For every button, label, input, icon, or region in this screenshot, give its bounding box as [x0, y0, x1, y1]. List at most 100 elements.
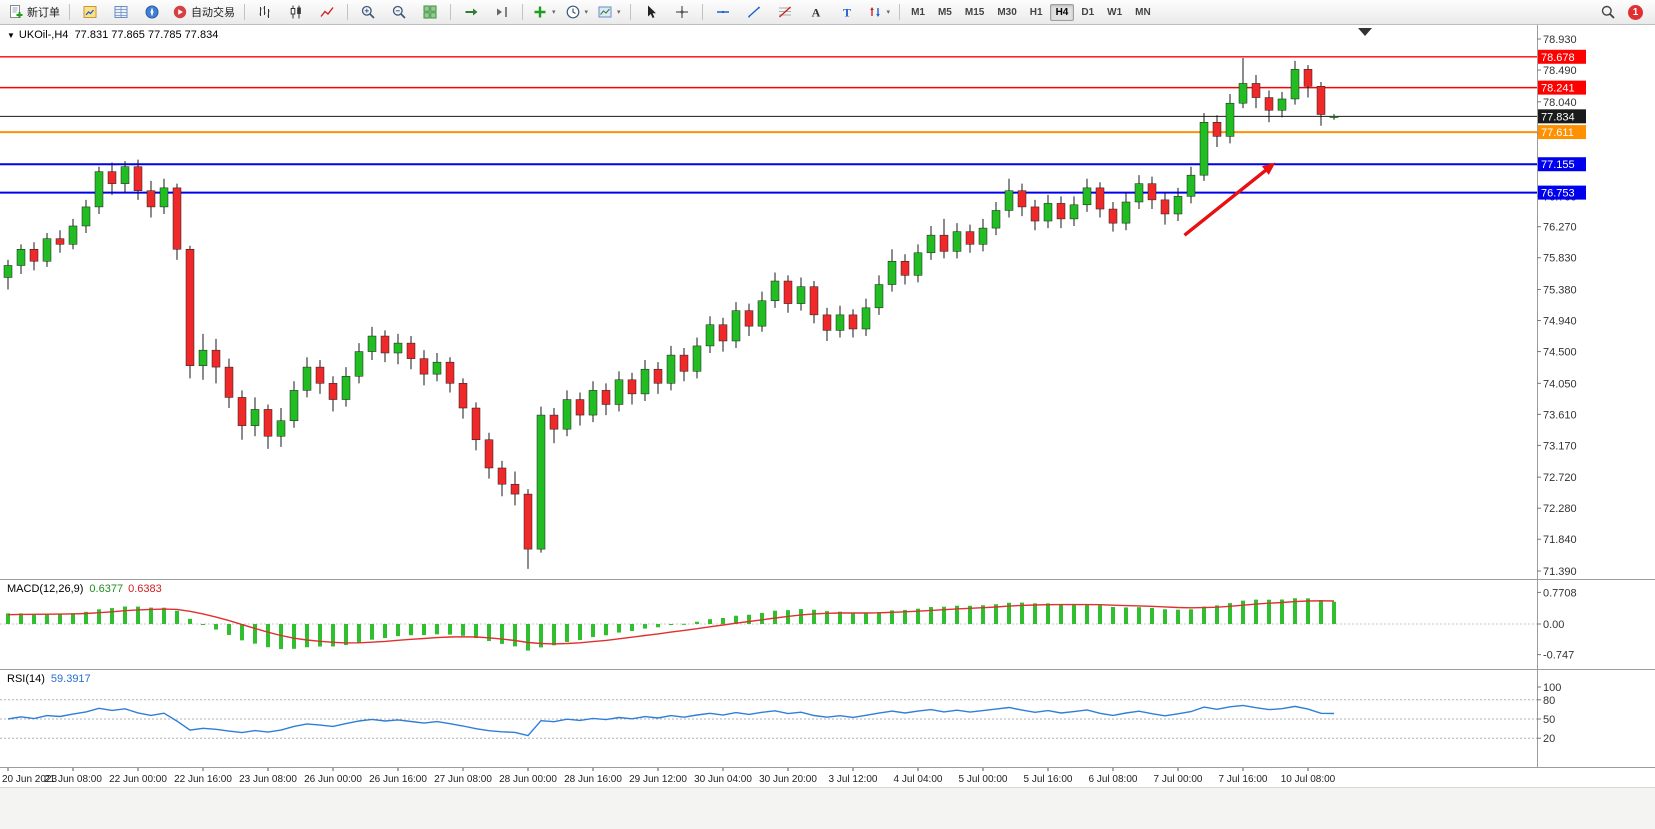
candlestick-mode-button[interactable]	[281, 1, 311, 23]
svg-text:-0.747: -0.747	[1543, 650, 1574, 662]
chart-shift-marker[interactable]	[1358, 28, 1372, 36]
crosshair-tool-button[interactable]	[667, 1, 697, 23]
chart-shift-icon	[497, 7, 507, 17]
timeframe-button-h4[interactable]: H4	[1049, 3, 1075, 21]
time-axis-label: 7 Jul 00:00	[1154, 774, 1203, 785]
fibonacci-tool-button[interactable]	[770, 1, 800, 23]
svg-text:78.241: 78.241	[1541, 83, 1575, 95]
svg-text:74.500: 74.500	[1543, 347, 1577, 359]
new-order-icon	[10, 5, 23, 18]
time-axis-label: 30 Jun 20:00	[759, 774, 817, 785]
macd-signal-value: 0.6383	[128, 583, 162, 595]
time-axis-label: 28 Jun 16:00	[564, 774, 622, 785]
svg-text:75.830: 75.830	[1543, 253, 1577, 265]
text-tool-button[interactable]: A	[801, 1, 831, 23]
rsi-panel[interactable]: 100 80 50 20	[0, 669, 1655, 768]
new-order-button[interactable]: 新订单	[4, 1, 64, 23]
rsi-levels	[0, 699, 1537, 739]
dropdown-caret-icon: ▾	[886, 9, 891, 16]
time-axis-label: 22 Jun 16:00	[174, 774, 232, 785]
macd-header: MACD(12,26,9) 0.6377 0.6383	[7, 583, 162, 595]
rsi-value: 59.3917	[50, 673, 91, 685]
notification-badge[interactable]: 1	[1628, 4, 1643, 20]
new-order-label: 新订单	[27, 7, 60, 19]
separator	[69, 4, 70, 20]
separator	[701, 4, 703, 20]
horizontal-line-tool-button[interactable]	[708, 1, 738, 23]
timeframe-button-mn[interactable]: MN	[1135, 6, 1151, 18]
market-watch-button[interactable]	[75, 1, 105, 23]
svg-text:0.00: 0.00	[1543, 619, 1564, 631]
search-button[interactable]	[1593, 1, 1623, 23]
main-chart-panel[interactable]: 78.93078.49078.04077.59077.14076.70076.2…	[0, 25, 1655, 579]
macd-axis[interactable]: 0.7708 0.00 -0.747	[1537, 587, 1577, 662]
label-tool-button[interactable]: T	[832, 1, 862, 23]
tile-windows-button[interactable]	[415, 1, 445, 23]
timeframe-button-m30[interactable]: M30	[997, 6, 1017, 18]
data-window-button[interactable]	[106, 1, 136, 23]
navigator-button[interactable]	[137, 1, 167, 23]
chart-window: ▼ UKOil-,H4 77.831 77.865 77.785 77.834 M…	[0, 25, 1655, 829]
svg-text:76.753: 76.753	[1541, 188, 1575, 200]
separator	[522, 4, 523, 20]
trendline-tool-button[interactable]	[739, 1, 769, 23]
timeframe-button-m5[interactable]: M5	[937, 6, 952, 18]
market-watch-icon	[83, 6, 97, 18]
time-axis-label: 23 Jun 08:00	[239, 774, 297, 785]
svg-text:50: 50	[1543, 714, 1555, 726]
periods-button[interactable]: ▾	[561, 1, 593, 23]
timeframe-button-m15[interactable]: M15	[964, 6, 985, 18]
time-axis-label: 5 Jul 16:00	[1024, 774, 1073, 785]
line-chart-mode-button[interactable]	[312, 1, 342, 23]
zoom-out-button[interactable]	[384, 1, 414, 23]
horizontal-lines[interactable]	[0, 56, 1537, 194]
svg-text:76.270: 76.270	[1543, 222, 1577, 234]
symbol-dropdown-icon[interactable]: ▼	[7, 31, 15, 40]
search-icon	[1601, 5, 1615, 19]
navigator-icon	[145, 5, 159, 19]
macd-canvas[interactable]: 0.7708 0.00 -0.747	[0, 580, 1655, 670]
macd-signal-line	[7, 600, 1335, 645]
zoom-in-button[interactable]	[353, 1, 383, 23]
trend-arrow-annotation[interactable]	[1183, 162, 1276, 237]
svg-text:74.050: 74.050	[1543, 378, 1577, 390]
chart-shift-button[interactable]	[487, 1, 517, 23]
time-axis-label: 7 Jul 16:00	[1219, 774, 1268, 785]
svg-text:74.940: 74.940	[1543, 316, 1577, 328]
text-tool-icon: A	[811, 6, 820, 20]
timeframe-button-h1[interactable]: H1	[1029, 6, 1043, 18]
timeframe-button-d1[interactable]: D1	[1081, 6, 1095, 18]
svg-text:72.280: 72.280	[1543, 503, 1577, 515]
candlesticks	[3, 58, 1339, 569]
auto-trading-button[interactable]: 自动交易	[168, 1, 239, 23]
timeframe-button-w1[interactable]: W1	[1107, 6, 1123, 18]
timeframe-button-m1[interactable]: M1	[911, 6, 925, 18]
price-line-labels: 78.678 78.241 77.834 77.611 77.155 76.753	[1538, 49, 1586, 200]
time-axis-label: 28 Jun 00:00	[499, 774, 557, 785]
indicators-button[interactable]: ▾	[528, 1, 560, 23]
bar-chart-mode-button[interactable]	[250, 1, 280, 23]
time-axis[interactable]: 20 Jun 2023 21 Jun 08:00 22 Jun 00:00 22 Ju…	[0, 767, 1655, 788]
main-chart-canvas[interactable]: 78.93078.49078.04077.59077.14076.70076.2…	[0, 25, 1655, 579]
auto-scroll-button[interactable]	[456, 1, 486, 23]
svg-text:A: A	[811, 6, 820, 20]
line-chart-icon	[320, 7, 334, 17]
arrows-tool-button[interactable]: ▾	[863, 1, 895, 23]
svg-text:0.7708: 0.7708	[1543, 587, 1577, 599]
bar-chart-icon	[259, 6, 270, 18]
templates-button[interactable]: ▾	[593, 1, 625, 23]
dropdown-caret-icon: ▾	[584, 9, 589, 16]
cursor-tool-button[interactable]	[636, 1, 666, 23]
dropdown-caret-icon: ▾	[552, 9, 556, 16]
rsi-title: RSI(14)	[7, 673, 45, 685]
svg-text:73.170: 73.170	[1543, 440, 1577, 452]
rsi-header: RSI(14) 59.3917	[7, 673, 91, 685]
timeframe-group: M1 M5 M15 M30 H1 H4 D1 W1 MN	[905, 3, 1157, 21]
macd-main-value: 0.6377	[89, 583, 124, 595]
svg-text:75.380: 75.380	[1543, 284, 1577, 296]
svg-text:71.840: 71.840	[1543, 534, 1577, 546]
macd-panel[interactable]: 0.7708 0.00 -0.747	[0, 579, 1655, 670]
